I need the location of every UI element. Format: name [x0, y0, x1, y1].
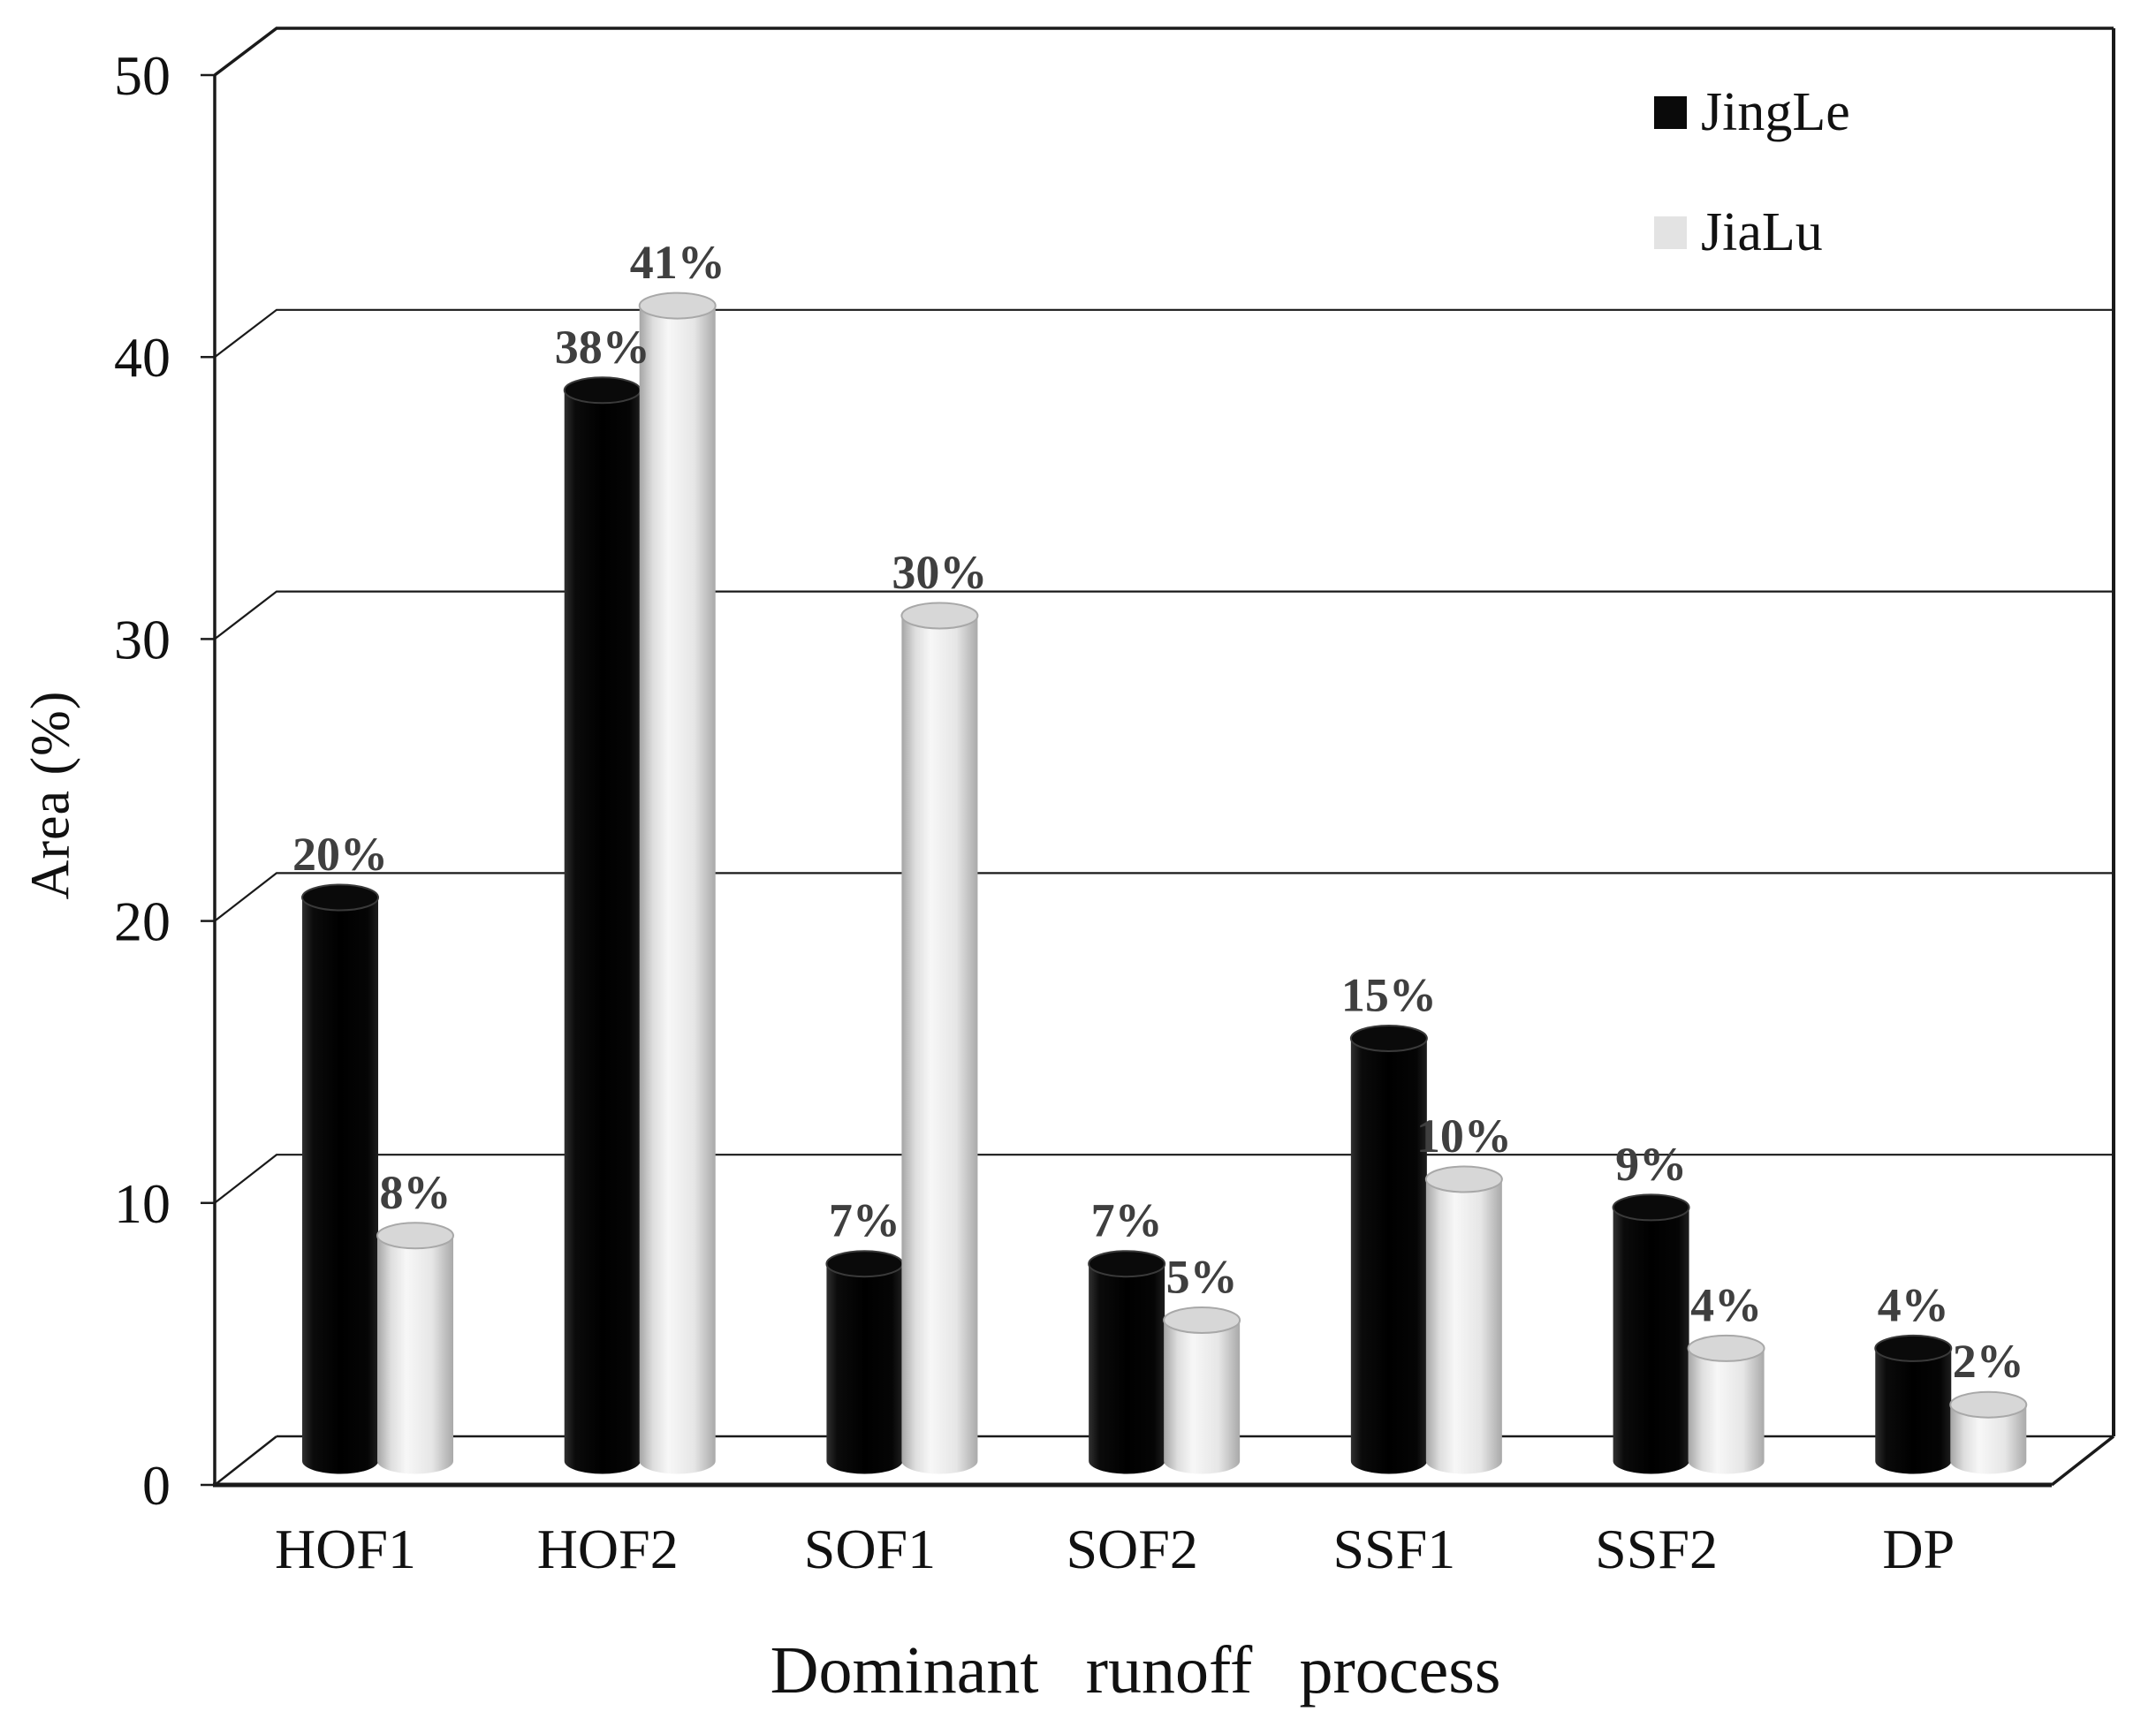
gridline-30: [214, 590, 2114, 640]
bar-jingle-dp-body: [1875, 1348, 1952, 1474]
y-tick-label-0: 0: [142, 1454, 171, 1517]
bar-jingle-dp-top: [1874, 1334, 1953, 1362]
value-label-jingle-sof2: 7%: [1091, 1194, 1163, 1247]
x-category-label-dp: DP: [1882, 1518, 1955, 1580]
value-label-jialu-ssf2: 4%: [1690, 1278, 1762, 1331]
value-label-jialu-hof1: 8%: [380, 1166, 452, 1219]
bar-jialu-dp-top: [1949, 1390, 2028, 1419]
bar-jingle-sof1-body: [826, 1263, 903, 1474]
bar-jialu-ssf1-top: [1424, 1165, 1503, 1193]
legend: JingLe JiaLu: [1654, 85, 1850, 260]
bar-jingle-hof1-body: [302, 897, 378, 1474]
bar-jialu-dp-body: [1950, 1405, 2027, 1474]
value-label-jialu-sof2: 5%: [1166, 1251, 1238, 1304]
legend-swatch-jingle-icon: [1654, 95, 1687, 129]
bar-jialu-hof1-body: [377, 1235, 453, 1474]
y-tick-label-10: 10: [114, 1172, 171, 1235]
bar-jingle-ssf1-body: [1350, 1038, 1427, 1474]
y-tick-label-40: 40: [114, 326, 171, 389]
bar-jialu-sof1-top: [900, 602, 979, 630]
bar-jingle-ssf1-top: [1349, 1025, 1428, 1052]
bar-jialu-sof1-body: [901, 616, 978, 1474]
bar-jialu-ssf2-body: [1688, 1348, 1765, 1474]
bar-jingle-hof1-top: [301, 883, 379, 912]
x-category-label-ssf1: SSF1: [1332, 1518, 1455, 1580]
value-label-jialu-dp: 2%: [1953, 1335, 2024, 1388]
gridline-50: [213, 27, 2114, 77]
y-tick-label-20: 20: [114, 890, 171, 953]
y-tick-label-30: 30: [114, 608, 171, 670]
bar-jingle-hof2-top: [563, 376, 641, 405]
value-label-jingle-ssf1: 15%: [1341, 969, 1437, 1022]
bar-jialu-ssf1-body: [1425, 1179, 1502, 1474]
x-category-label-ssf2: SSF2: [1595, 1518, 1718, 1580]
bar-jingle-ssf2-body: [1613, 1207, 1689, 1474]
bar-jialu-hof2-body: [639, 306, 716, 1474]
value-label-jialu-hof2: 41%: [630, 236, 725, 289]
x-category-label-sof1: SOF1: [804, 1518, 936, 1580]
gridline-40: [214, 308, 2114, 359]
legend-swatch-jialu-icon: [1654, 216, 1687, 249]
bar-jialu-sof2-top: [1163, 1306, 1241, 1334]
bar-jingle-sof2-body: [1089, 1263, 1165, 1474]
value-label-jialu-ssf1: 10%: [1416, 1109, 1512, 1162]
x-axis-title: Dominant runoff process: [770, 1633, 1501, 1708]
bar-jingle-sof2-top: [1088, 1250, 1166, 1278]
y-axis-title: Area (%): [20, 690, 81, 900]
bar-jingle-ssf2-top: [1612, 1193, 1690, 1222]
legend-item-jingle: JingLe: [1654, 85, 1850, 140]
x-category-label-hof1: HOF1: [275, 1518, 416, 1580]
value-label-jingle-dp: 4%: [1878, 1278, 1949, 1331]
value-label-jingle-sof1: 7%: [829, 1194, 900, 1247]
x-category-label-sof2: SOF2: [1066, 1518, 1197, 1580]
value-label-jingle-hof2: 38%: [555, 321, 650, 374]
bar-jialu-hof2-top: [638, 292, 717, 320]
bar-jialu-hof1-top: [376, 1222, 454, 1250]
value-label-jialu-sof1: 30%: [892, 546, 987, 599]
x-category-label-hof2: HOF2: [537, 1518, 679, 1580]
floor-left-edge: [214, 1435, 277, 1486]
legend-label-jialu: JiaLu: [1701, 202, 1823, 262]
bar-jingle-sof1-top: [825, 1250, 904, 1278]
legend-label-jingle: JingLe: [1701, 82, 1850, 142]
y-tick-label-50: 50: [114, 44, 171, 107]
gridline-10: [214, 1154, 2114, 1204]
bar-jialu-sof2-body: [1164, 1320, 1241, 1474]
value-label-jingle-ssf2: 9%: [1615, 1138, 1687, 1191]
floor-right-edge: [2050, 1435, 2115, 1487]
gridline-20: [214, 872, 2114, 922]
value-label-jingle-hof1: 20%: [292, 828, 388, 881]
legend-item-jialu: JiaLu: [1654, 205, 1850, 260]
bar-jialu-ssf2-top: [1687, 1334, 1765, 1362]
bar-jingle-hof2-body: [564, 390, 641, 1474]
